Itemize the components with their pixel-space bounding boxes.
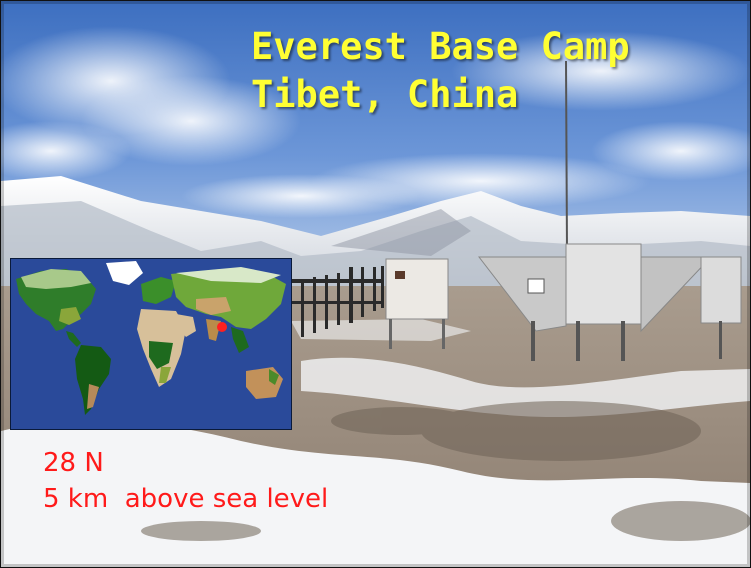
title-line-2: Tibet, China xyxy=(251,73,519,116)
location-marker xyxy=(217,322,227,332)
slide-title: Everest Base Camp Tibet, China xyxy=(251,23,630,119)
title-line-1: Everest Base Camp xyxy=(251,25,630,68)
location-caption: 28 N 5 km above sea level xyxy=(43,445,328,517)
latitude-text: 28 N xyxy=(43,448,104,478)
altitude-text: 5 km above sea level xyxy=(43,484,329,514)
mast xyxy=(565,60,568,252)
world-map-inset xyxy=(10,258,292,430)
gravel xyxy=(141,401,750,541)
hopper-collectors xyxy=(477,243,742,361)
continents xyxy=(16,261,286,415)
instrument-box-left xyxy=(385,258,449,349)
